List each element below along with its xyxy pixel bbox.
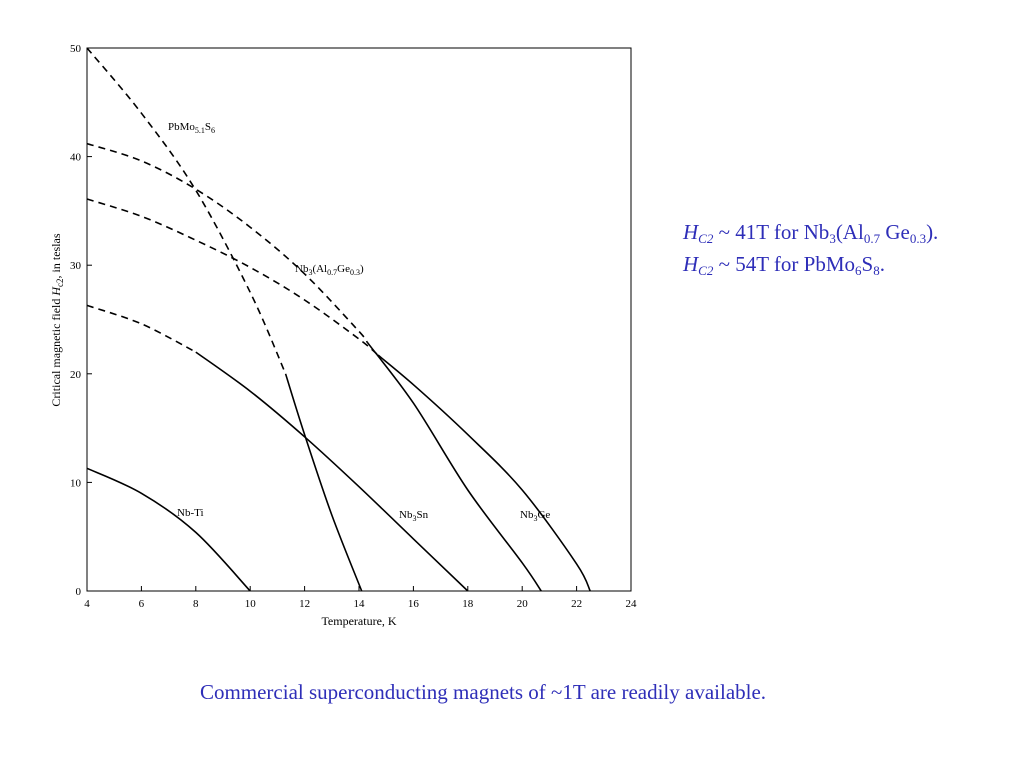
series-label: Nb3(Al0.7Ge0.3) [295,263,364,277]
y-tick-label: 10 [70,477,82,489]
x-tick-label: 20 [517,598,529,610]
series-line [195,351,469,592]
series-line-dashed [86,198,379,356]
x-tick-label: 4 [84,598,90,610]
series-line [284,373,363,592]
series-line-dashed [86,47,287,375]
series-line-dashed [86,304,197,353]
y-axis-label: Critical magnetic field Hc2, in teslas [49,233,65,406]
y-tick-label: 0 [76,586,82,598]
x-tick-label: 22 [571,598,582,610]
series-label: Nb3Ge [520,509,550,523]
y-tick-label: 30 [70,260,82,272]
x-tick-label: 8 [193,598,199,610]
series-label: PbMo5.1S6 [168,121,215,135]
curves [86,47,591,592]
series-line [366,341,542,592]
chart: 4 6 8 10 12 14 16 18 20 22 24 0 10 20 30 40 50 Temperatu… [49,43,638,628]
x-tick-label: 6 [139,598,145,610]
x-tick-label: 12 [299,598,310,610]
y-tick-label: 50 [70,43,82,55]
series-line [377,354,591,592]
x-tick-label: 24 [626,598,638,610]
x-tick-label: 10 [245,598,257,610]
series-label: Nb-Ti [177,507,204,519]
footer-text: Commercial superconducting magnets of ~1… [199,680,767,704]
series-labels: Nb-Ti Nb3Sn Nb3Ge Nb3(Al0.7Ge0.3) PbMo5.1S6 [168,121,550,523]
x-tick-label: 18 [462,598,474,610]
series-line [86,467,251,592]
series-label: Nb3Sn [399,509,429,523]
note-line: HC2 ~ 54T for PbMo6S8. [683,252,885,278]
series-line-dashed [86,142,368,343]
note-line: HC2 ~ 41T for Nb3(Al0.7 Ge0.3). [683,220,939,246]
x-tick-label: 16 [408,598,420,610]
y-tick-label: 20 [70,369,82,381]
y-tick-label: 40 [70,152,82,164]
x-axis-label: Temperature, K [321,614,396,628]
x-tick-label: 14 [354,598,366,610]
notes: HC2 ~ 41T for Nb3(Al0.7 Ge0.3). HC2 ~ 54… [683,216,938,280]
